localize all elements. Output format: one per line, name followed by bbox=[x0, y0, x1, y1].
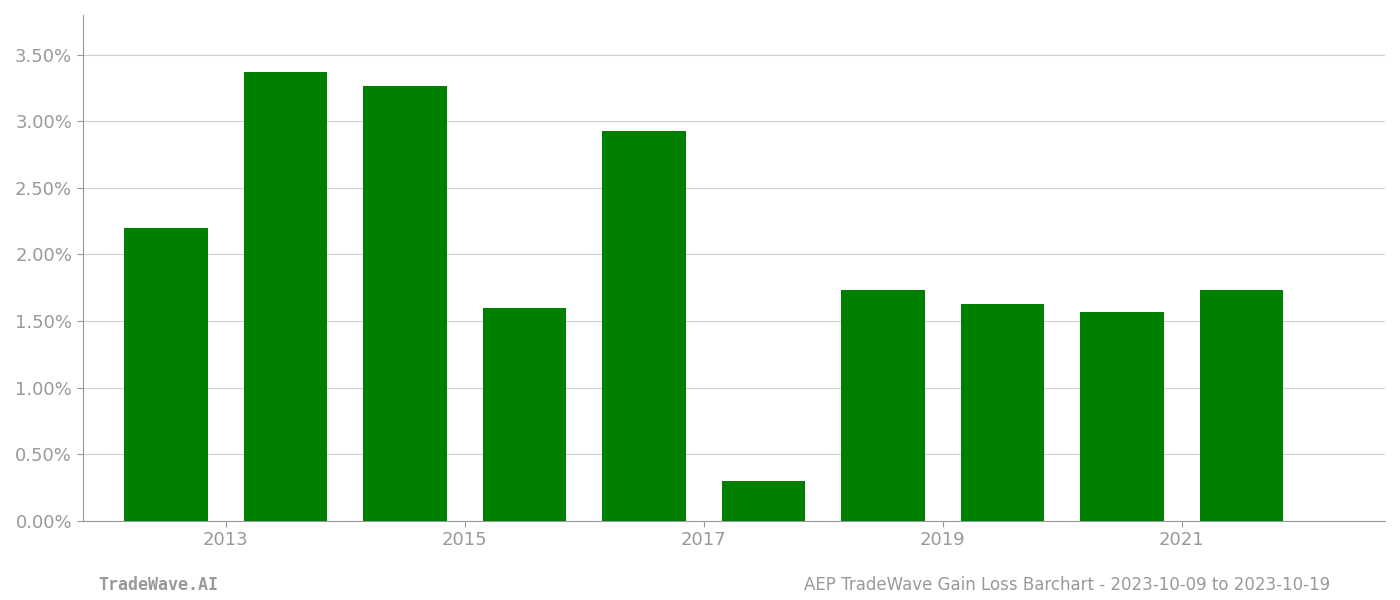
Bar bbox=[602, 131, 686, 521]
Bar bbox=[1200, 290, 1284, 521]
Bar bbox=[722, 481, 805, 521]
Bar bbox=[364, 86, 447, 521]
Bar bbox=[125, 228, 209, 521]
Bar bbox=[841, 290, 925, 521]
Text: AEP TradeWave Gain Loss Barchart - 2023-10-09 to 2023-10-19: AEP TradeWave Gain Loss Barchart - 2023-… bbox=[804, 576, 1330, 594]
Bar bbox=[1081, 311, 1163, 521]
Bar bbox=[960, 304, 1044, 521]
Text: TradeWave.AI: TradeWave.AI bbox=[98, 576, 218, 594]
Bar bbox=[483, 308, 567, 521]
Bar bbox=[244, 72, 328, 521]
